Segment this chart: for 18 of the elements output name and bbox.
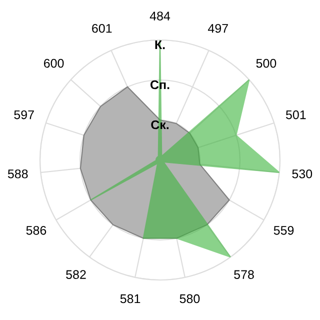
spoke-label: 530 — [292, 169, 312, 178]
y-tick-label: Ск. — [151, 120, 169, 130]
spoke-label: 582 — [66, 270, 86, 279]
spoke-label: 559 — [274, 226, 294, 235]
y-tick-label: Сп. — [150, 80, 170, 90]
spoke-label: 597 — [14, 110, 34, 120]
y-tick-label: К. — [155, 40, 165, 50]
spoke-label: 586 — [26, 226, 46, 235]
spoke-label: 580 — [180, 294, 200, 304]
spoke-label: 581 — [120, 294, 140, 304]
spoke-label: 500 — [256, 58, 276, 68]
spoke-label: 501 — [286, 110, 306, 120]
spoke-label: 497 — [208, 24, 228, 33]
spoke-label: 484 — [150, 12, 170, 20]
spoke-label: 588 — [8, 169, 28, 178]
spoke-label: 601 — [92, 24, 112, 33]
spoke-label: 600 — [44, 58, 64, 68]
spoke-label: 578 — [234, 270, 254, 279]
